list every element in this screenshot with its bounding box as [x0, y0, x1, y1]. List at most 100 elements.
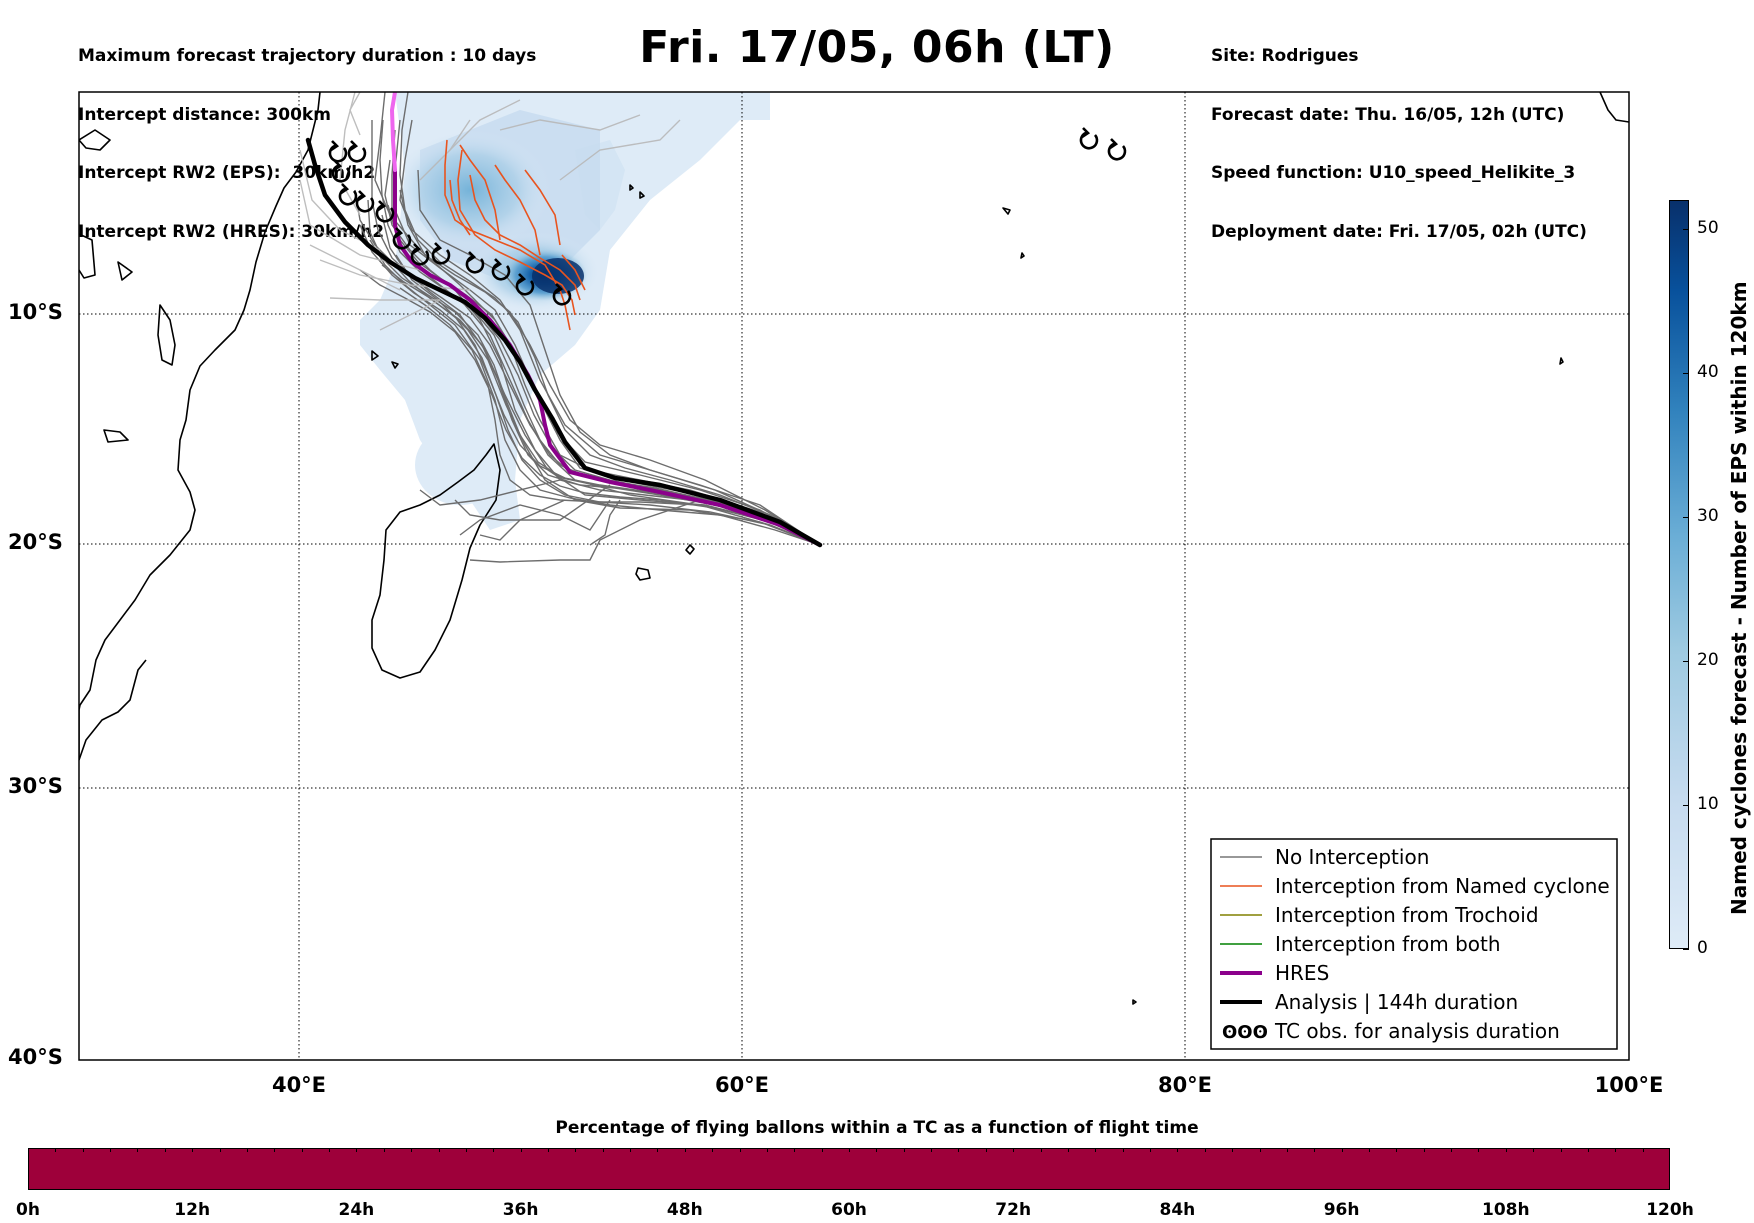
flight-time-minor-tick [958, 1148, 960, 1152]
legend-entry: HRES [1220, 961, 1329, 985]
tc-observation-icon [491, 258, 511, 281]
flight-time-minor-tick [1013, 1148, 1015, 1152]
lat-label-20s: 20°S [8, 530, 63, 554]
flight-time-minor-tick [1368, 1148, 1370, 1152]
flight-time-tick-label: 48h [666, 1200, 703, 1220]
flight-time-tick-label: 108h [1482, 1200, 1530, 1220]
flight-time-minor-tick [192, 1148, 194, 1152]
density-tick-label: 50 [1697, 217, 1719, 238]
density-tick-mark [1683, 949, 1689, 950]
flight-time-minor-tick [1587, 1148, 1589, 1152]
flight-time-minor-tick [766, 1148, 768, 1152]
density-tick-mark [1683, 516, 1689, 518]
flight-time-minor-tick [849, 1148, 850, 1152]
flight-time-minor-tick [301, 1148, 303, 1152]
legend-label: HRES [1275, 961, 1329, 985]
lat-label-10s: 10°S [8, 300, 63, 324]
flight-time-minor-tick [356, 1148, 358, 1152]
flight-time-minor-tick [712, 1148, 714, 1152]
flight-time-tick-label: 120h [1646, 1200, 1694, 1220]
analysis-track [305, 137, 823, 548]
flight-time-minor-tick [1615, 1148, 1617, 1152]
header-right: Site: Rodrigues Forecast date: Thu. 16/0… [1211, 8, 1587, 262]
flight-time-minor-tick [1095, 1148, 1097, 1152]
flight-time-minor-tick [219, 1148, 221, 1152]
flight-time-minor-tick [684, 1148, 686, 1152]
flight-time-minor-tick [1067, 1148, 1069, 1152]
flight-time-minor-tick [1642, 1148, 1644, 1152]
flight-time-minor-tick [821, 1148, 823, 1152]
flight-time-minor-tick [1451, 1148, 1453, 1152]
flight-time-minor-tick [739, 1148, 741, 1152]
flight-time-minor-tick [164, 1148, 166, 1152]
flight-time-minor-tick [602, 1148, 604, 1152]
faded-trajectories [299, 92, 681, 331]
flight-time-minor-tick [411, 1148, 413, 1152]
tc-observation-icon [355, 190, 375, 213]
tc-observation-icon [515, 273, 535, 296]
flight-time-minor-tick [1505, 1148, 1507, 1152]
flight-time-minor-tick [82, 1148, 84, 1152]
flight-time-minor-tick [520, 1148, 522, 1152]
legend: No Interception Interception from Named c… [1210, 838, 1618, 1050]
header-right-line: Speed function: U10_speed_Helikite_3 [1211, 163, 1576, 183]
flight-time-minor-tick [1150, 1148, 1152, 1152]
tc-observation-icon [552, 283, 572, 306]
density-tick-mark [1683, 228, 1689, 230]
flight-time-minor-tick [575, 1148, 577, 1152]
tc-observation-icon [338, 183, 358, 206]
flight-time-minor-tick [1122, 1148, 1124, 1152]
flight-time-tick-label: 96h [1323, 1200, 1360, 1220]
flight-time-minor-tick [1040, 1148, 1042, 1152]
header-right-line: Site: Rodrigues [1211, 46, 1359, 66]
flight-time-minor-tick [1478, 1148, 1480, 1152]
lat-label-30s: 30°S [8, 774, 63, 798]
header-left-line: Intercept distance: 300km [78, 104, 331, 125]
density-tick-mark [1683, 804, 1689, 806]
lon-label-100e: 100°E [1594, 1073, 1664, 1097]
density-tick-label: 20 [1697, 649, 1719, 670]
flight-time-minor-tick [985, 1148, 987, 1152]
flight-time-minor-tick [1560, 1148, 1562, 1152]
header-right-line: Deployment date: Fri. 17/05, 02h (UTC) [1211, 221, 1587, 242]
flight-time-minor-tick [903, 1148, 905, 1152]
lon-label-40e: 40°E [271, 1073, 327, 1097]
flight-time-minor-tick [1177, 1148, 1179, 1152]
tc-observation-icon [410, 243, 430, 266]
tc-observation-icon [431, 242, 451, 265]
lat-label-40s: 40°S [8, 1045, 63, 1069]
map-frame [78, 91, 1630, 1061]
legend-label: Interception from both [1275, 932, 1501, 956]
page-title: Fri. 17/05, 06h (LT) [639, 22, 1115, 73]
legend-entry: Interception from Named cyclone [1220, 874, 1610, 898]
flight-time-tick-label: 60h [831, 1200, 867, 1220]
legend-entry: No Interception [1220, 845, 1429, 869]
tc-observation-icon [375, 200, 395, 223]
flight-time-minor-tick [246, 1148, 248, 1152]
flight-time-minor-tick [1533, 1148, 1535, 1152]
flight-time-tick-label: 0h [16, 1200, 40, 1220]
flight-time-minor-tick [383, 1148, 385, 1152]
density-tick-label: 40 [1697, 361, 1719, 382]
header-left: Maximum forecast trajectory duration : 1… [78, 8, 536, 262]
legend-label: Analysis | 144h duration [1275, 990, 1518, 1014]
tc-observation-icon [1079, 127, 1099, 150]
header-left-line: Maximum forecast trajectory duration : 1… [78, 46, 537, 66]
flight-time-minor-tick [657, 1148, 659, 1152]
flight-time-colorbar-title: Percentage of flying ballons within a TC… [555, 1118, 1199, 1138]
header-left-line: Intercept RW2 (EPS): 30km/h2 [78, 163, 376, 183]
flight-time-minor-tick [1396, 1148, 1398, 1152]
flight-time-minor-tick [1286, 1148, 1288, 1152]
density-tick-label: 10 [1697, 793, 1719, 814]
lon-label-80e: 80°E [1157, 1073, 1213, 1097]
legend-entry: Analysis | 144h duration [1220, 990, 1518, 1014]
tc-observation-icon [331, 160, 351, 183]
legend-symbol: ʘʘʘ [1222, 1022, 1268, 1043]
flight-time-minor-tick [137, 1148, 139, 1152]
flight-time-minor-tick [1314, 1148, 1316, 1152]
named-cyclone-trajectories [444, 139, 586, 331]
flight-time-minor-tick [329, 1148, 331, 1152]
density-tick-label: 0 [1697, 938, 1708, 958]
flight-time-tick-label: 12h [174, 1200, 211, 1220]
